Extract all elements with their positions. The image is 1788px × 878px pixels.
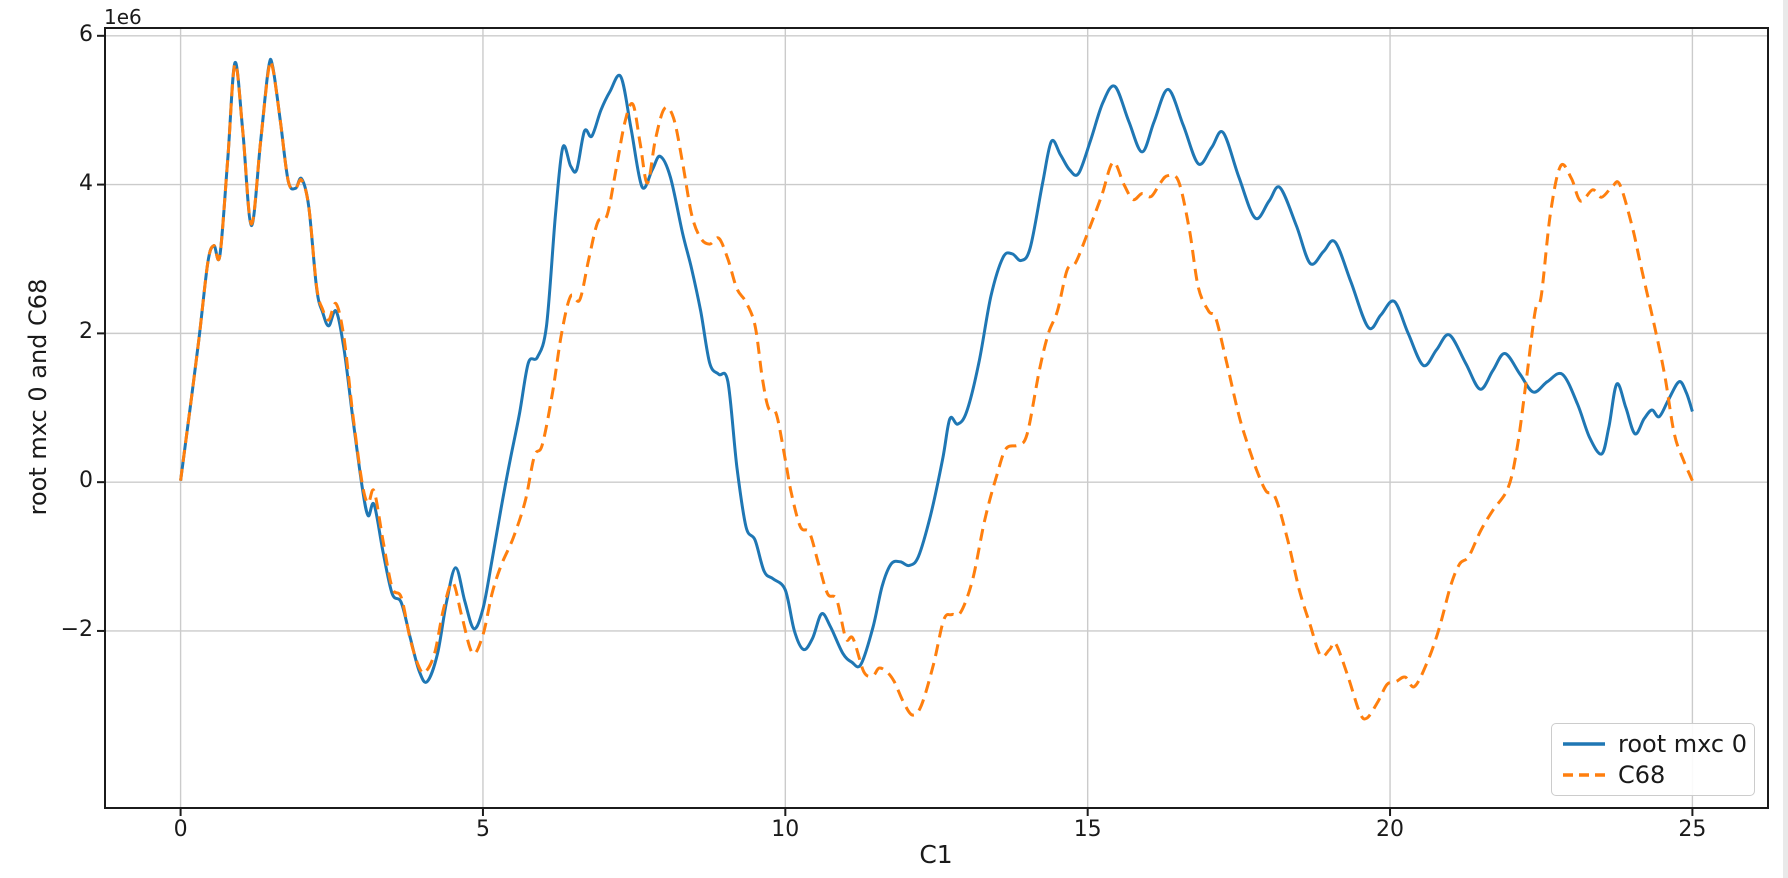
series-line-root-mxc-0 — [179, 57, 1694, 684]
y-tick-label: 2 — [79, 319, 93, 345]
x-tick-label: 10 — [771, 817, 800, 842]
legend-line-sample-solid — [1563, 742, 1605, 746]
y-tick-label: 4 — [79, 170, 93, 196]
x-tick-label: 5 — [476, 817, 490, 842]
y-tick-label: 6 — [79, 21, 93, 47]
x-tick-label: 25 — [1678, 817, 1707, 842]
axes-spines — [104, 27, 1769, 809]
y-tick-label: 0 — [79, 468, 93, 494]
x-tick-label: 20 — [1376, 817, 1404, 842]
x-axis-label: C1 — [919, 840, 953, 869]
legend: root mxc 0 C68 — [1551, 723, 1755, 796]
window-edge-strip — [1783, 0, 1788, 878]
legend-entry-c68: C68 — [1562, 761, 1744, 789]
x-tick-label: 0 — [173, 817, 188, 842]
y-tick-label: −2 — [60, 616, 93, 642]
series-line-c68 — [179, 59, 1694, 721]
legend-entry-root-mxc-0: root mxc 0 — [1562, 729, 1747, 758]
legend-line-sample-dashed — [1563, 773, 1605, 777]
legend-label: C68 — [1618, 761, 1666, 790]
y-axis-offset-text: 1e6 — [104, 5, 142, 29]
x-tick-label: 15 — [1073, 817, 1102, 842]
legend-label: root mxc 0 — [1618, 729, 1747, 758]
